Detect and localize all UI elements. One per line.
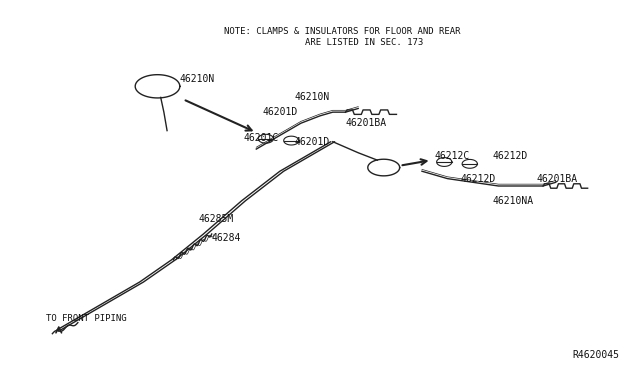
Text: 46201BA: 46201BA	[346, 118, 387, 128]
Text: 46201C: 46201C	[244, 133, 279, 143]
Text: 46201D: 46201D	[262, 107, 298, 117]
Text: R4620045: R4620045	[573, 350, 620, 359]
Text: 46210N: 46210N	[180, 74, 215, 84]
Text: 46285M: 46285M	[199, 214, 234, 224]
Text: NOTE: CLAMPS & INSULATORS FOR FLOOR AND REAR
        ARE LISTED IN SEC. 173: NOTE: CLAMPS & INSULATORS FOR FLOOR AND …	[224, 27, 461, 46]
Text: 46210NA: 46210NA	[492, 196, 533, 206]
Text: 46212D: 46212D	[460, 174, 495, 184]
Text: 46201D: 46201D	[294, 137, 330, 147]
Text: 46212C: 46212C	[435, 151, 470, 161]
Text: TO FRONT PIPING: TO FRONT PIPING	[46, 314, 127, 323]
Text: 46201BA: 46201BA	[537, 174, 578, 184]
Text: 46212D: 46212D	[492, 151, 527, 161]
Text: 46284: 46284	[212, 233, 241, 243]
Text: 46210N: 46210N	[294, 92, 330, 102]
